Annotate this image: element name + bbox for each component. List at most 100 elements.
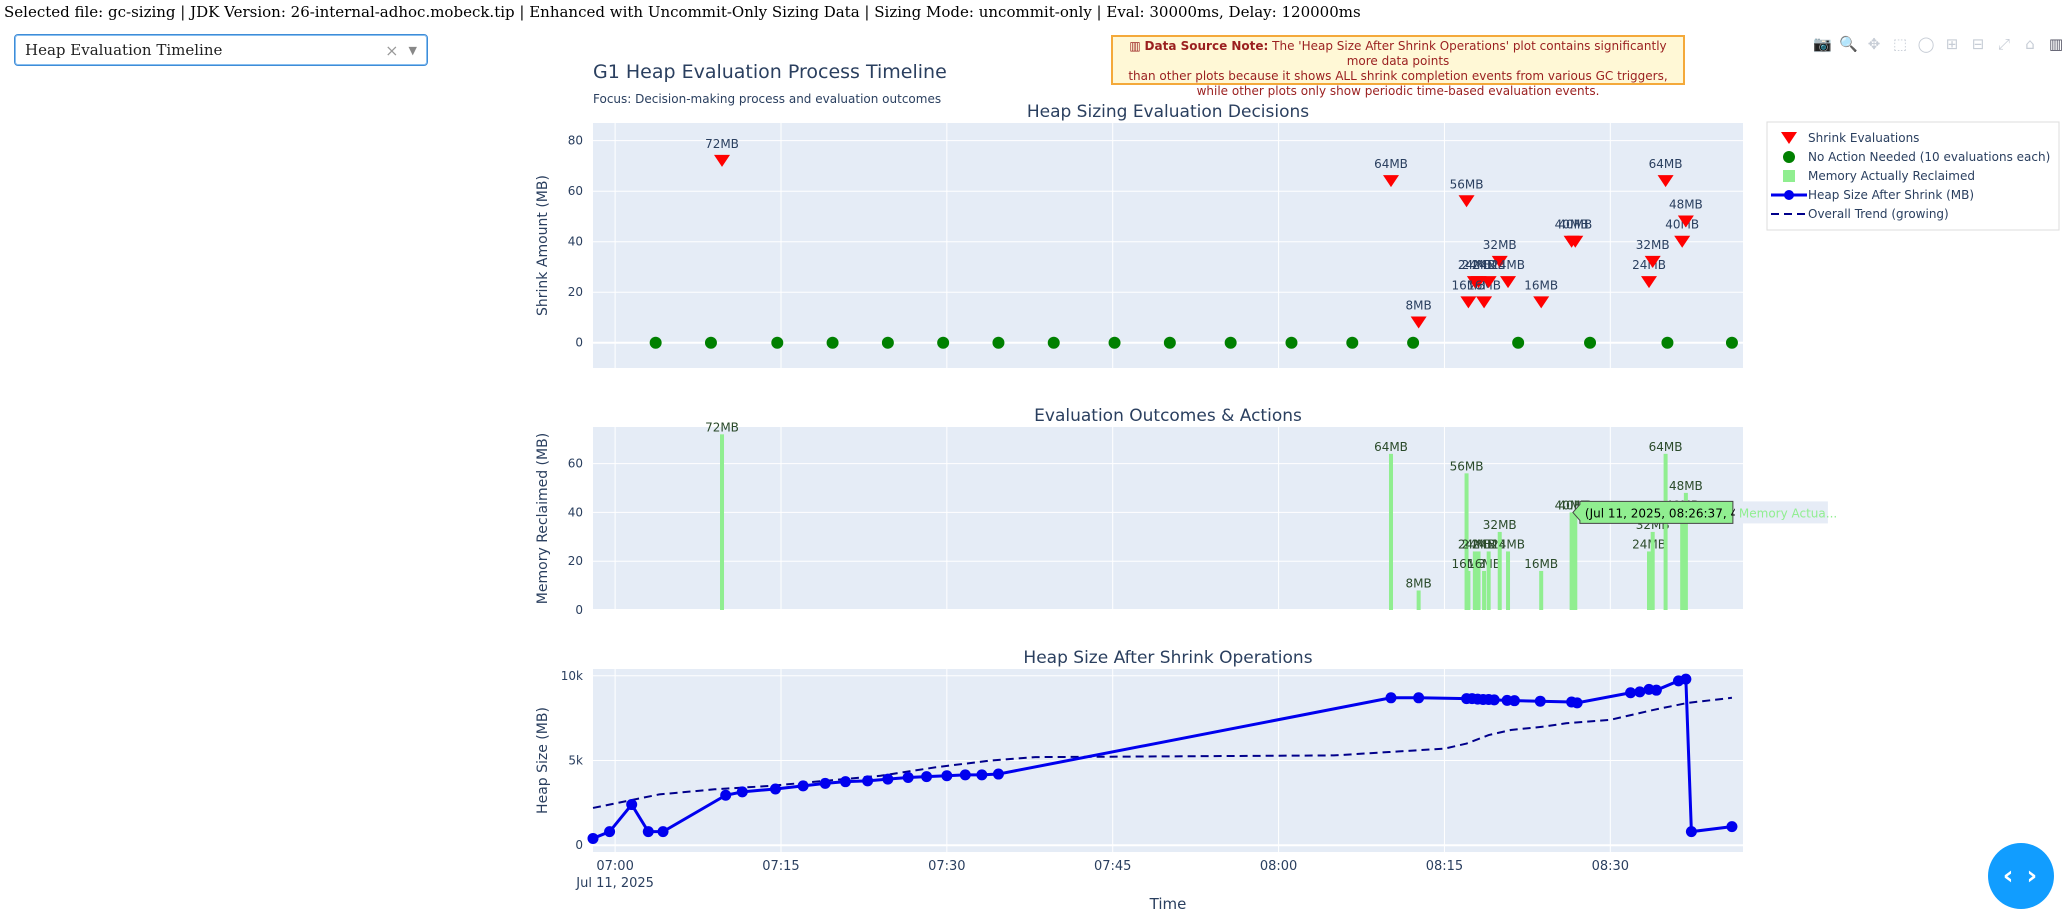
legend-box	[1766, 121, 2060, 231]
shrink-evaluation-point	[1567, 235, 1584, 248]
data-label: 16MB	[1524, 557, 1558, 571]
legend-label: Heap Size After Shrink (MB)	[1808, 188, 1974, 202]
data-label: 32MB	[1483, 238, 1517, 252]
x-tick-label: 08:15	[1426, 859, 1463, 874]
x-tick-label: 07:00	[596, 859, 633, 874]
heap-size-point	[902, 771, 914, 783]
shrink-evaluation-point	[1491, 255, 1508, 268]
legend-label: No Action Needed (10 evaluations each)	[1808, 150, 2050, 164]
zoom-in-icon[interactable]: ⊞	[1945, 35, 1959, 53]
view-selector-dropdown[interactable]: Heap Evaluation Timeline × ▼	[14, 34, 428, 66]
reclaim-bar	[1466, 570, 1471, 610]
data-label: 48MB	[1669, 479, 1703, 493]
y-tick-label: 5k	[568, 754, 583, 768]
no-action-point	[1163, 336, 1176, 349]
data-label: 32MB	[1483, 518, 1517, 532]
reclaim-bar	[1388, 453, 1393, 610]
no-action-point	[704, 336, 717, 349]
box-select-icon[interactable]: ⬚	[1892, 35, 1908, 53]
tooltip-box	[1572, 500, 1734, 524]
reclaim-bar	[1472, 551, 1477, 610]
y-axis-label: Shrink Amount (MB)	[535, 175, 551, 316]
zoom-icon[interactable]: 🔍	[1839, 35, 1858, 53]
shrink-evaluation-point	[1460, 296, 1477, 309]
data-label: 16MB	[1467, 557, 1501, 571]
plotly-logo-icon[interactable]: ▥	[2048, 35, 2064, 53]
y-tick-label: 20	[568, 285, 583, 299]
note-line-2: than other plots because it shows ALL sh…	[1128, 69, 1668, 83]
subplot-2: 0 20 40 60 Evaluation Outcomes & Actions Memo…	[535, 406, 1743, 617]
no-action-point	[881, 336, 894, 349]
legend-label: Shrink Evaluations	[1808, 131, 1919, 145]
code-toggle-icon: ‹ ›	[2002, 861, 2040, 891]
subplot-3-marks: 07:00 07:15 07:30 07:45 08:00 08:15 08:30 Jul 1…	[575, 673, 1738, 913]
chevron-down-icon[interactable]: ▼	[408, 43, 417, 57]
code-toggle-button[interactable]: ‹ ›	[1988, 843, 2054, 909]
reclaim-bar	[1647, 551, 1652, 610]
shrink-evaluation-point	[1674, 235, 1691, 248]
data-label: 64MB	[1649, 440, 1683, 454]
x-tick-date: Jul 11, 2025	[575, 876, 654, 891]
heap-size-point	[642, 826, 654, 838]
data-label: 24MB	[1491, 537, 1525, 551]
subplot-title: Heap Sizing Evaluation Decisions	[1027, 102, 1309, 122]
legend-heap-marker-icon	[1784, 190, 1794, 200]
autoscale-icon[interactable]: ⤢	[1997, 35, 2010, 53]
no-action-point	[992, 336, 1005, 349]
x-tick-label: 07:30	[928, 859, 965, 874]
shrink-evaluation-point	[1644, 255, 1661, 268]
pan-icon[interactable]: ✥	[1867, 35, 1881, 53]
reset-icon[interactable]: ⌂	[2025, 35, 2035, 53]
no-action-point	[1346, 336, 1359, 349]
x-tick-label: 07:15	[762, 859, 799, 874]
heap-size-point	[992, 768, 1004, 780]
lasso-icon[interactable]: ◯	[1917, 35, 1935, 53]
shrink-evaluation-point	[1500, 276, 1517, 289]
heap-size-point	[587, 832, 599, 844]
no-action-point	[1224, 336, 1237, 349]
y-tick-label: 0	[575, 603, 583, 617]
file-info-bar: Selected file: gc-sizing | JDK Version: …	[4, 3, 1361, 21]
legend: Shrink Evaluations No Action Needed (10 e…	[1766, 121, 2060, 231]
x-tick-label: 08:00	[1260, 859, 1297, 874]
figure-subtitle: Focus: Decision-making process and evalu…	[593, 92, 941, 106]
heap-size-point	[819, 777, 831, 789]
heap-size-point	[839, 776, 851, 788]
y-tick-label: 40	[568, 505, 583, 519]
heap-size-point	[1634, 686, 1646, 698]
reclaim-bar	[1482, 570, 1487, 610]
reclaim-bar	[1486, 551, 1491, 610]
data-label: 72MB	[705, 137, 739, 151]
reclaim-bar	[1497, 531, 1502, 610]
shrink-evaluation-point	[714, 154, 731, 167]
y-tick-label: 0	[575, 336, 583, 350]
x-tick-label: 08:30	[1592, 859, 1629, 874]
heap-size-point	[1508, 695, 1520, 707]
data-label: 24MB	[1458, 258, 1492, 272]
shrink-evaluation-point	[1458, 195, 1475, 208]
heap-size-point	[1685, 826, 1697, 838]
y-tick-label: 60	[568, 184, 583, 198]
y-tick-label: 40	[568, 235, 583, 249]
data-label: 64MB	[1374, 440, 1408, 454]
camera-icon[interactable]: 📷	[1813, 35, 1832, 53]
zoom-out-icon[interactable]: ⊟	[1971, 35, 1985, 53]
data-source-note: ▥ Data Source Note: The 'Heap Size After…	[1111, 35, 1685, 98]
no-action-point	[1285, 336, 1298, 349]
x-tick-label: 07:45	[1094, 859, 1131, 874]
reclaim-bar	[1569, 512, 1574, 610]
data-label: 24MB	[1458, 537, 1492, 551]
heap-size-point	[1385, 692, 1397, 704]
data-label: 56MB	[1450, 177, 1484, 191]
data-label: 32MB	[1636, 238, 1670, 252]
y-axis-label: Heap Size (MB)	[535, 707, 551, 814]
data-label: 40MB	[1555, 218, 1589, 232]
clear-icon[interactable]: ×	[385, 40, 399, 60]
data-label: 8MB	[1406, 576, 1432, 590]
heap-size-point	[1680, 673, 1692, 685]
data-label: 40MB	[1558, 218, 1592, 232]
data-label: 24MB	[1491, 258, 1525, 272]
data-label: 72MB	[705, 420, 739, 434]
reclaim-bar	[1573, 512, 1578, 610]
